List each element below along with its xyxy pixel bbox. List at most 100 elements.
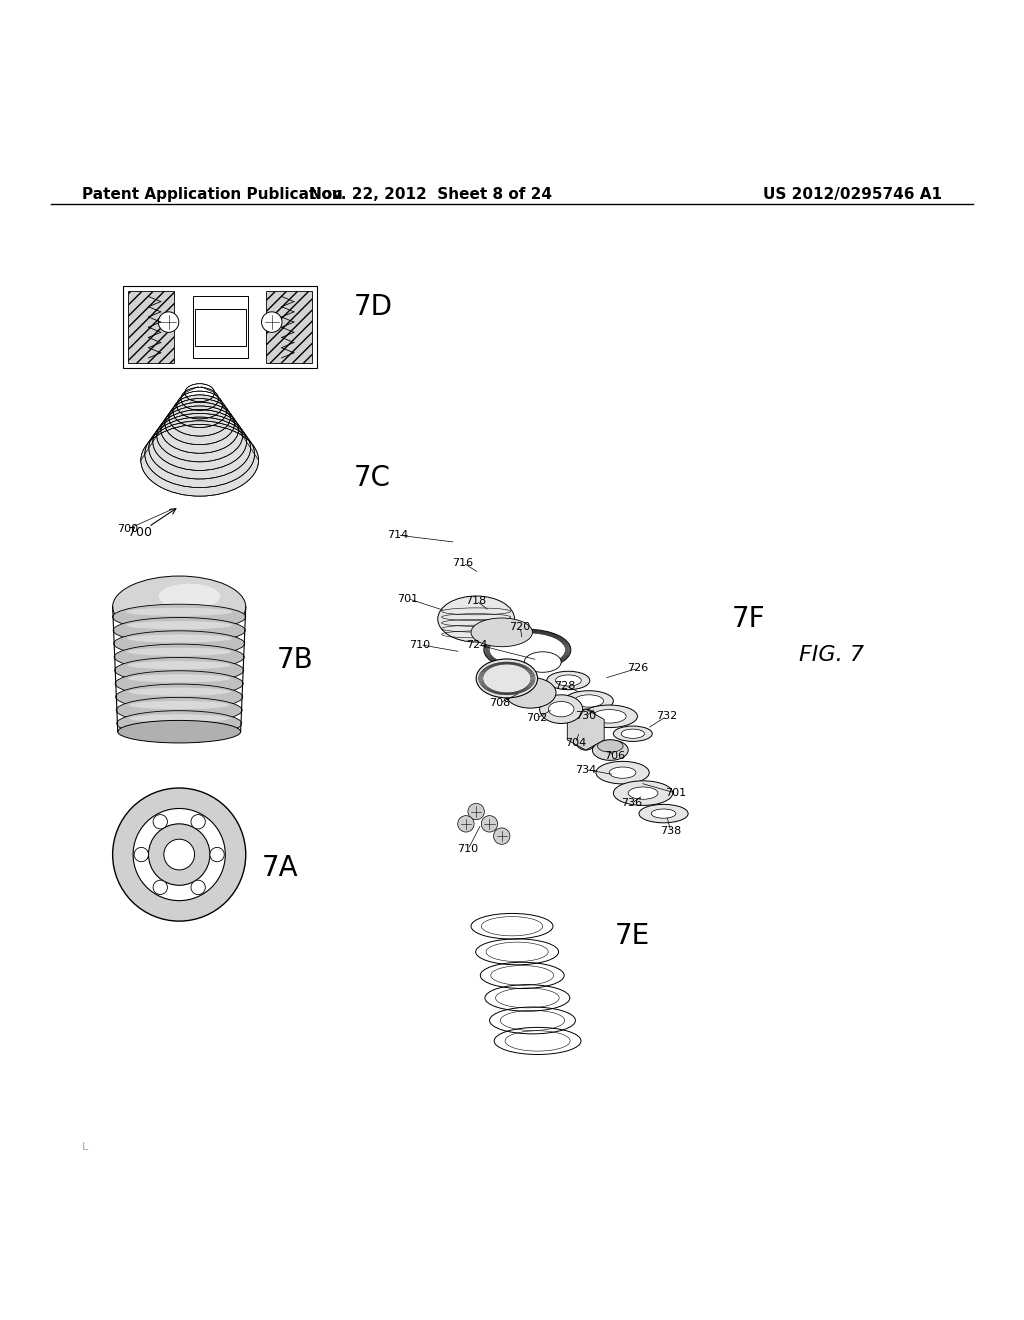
Ellipse shape (629, 787, 657, 800)
Ellipse shape (547, 672, 590, 689)
Text: 7A: 7A (262, 854, 299, 882)
Text: 724: 724 (467, 640, 487, 649)
Text: Nov. 22, 2012  Sheet 8 of 24: Nov. 22, 2012 Sheet 8 of 24 (308, 187, 552, 202)
Text: 704: 704 (565, 738, 586, 748)
Ellipse shape (598, 741, 623, 752)
Text: 7E: 7E (614, 923, 649, 950)
Text: 734: 734 (575, 764, 596, 775)
Text: 708: 708 (489, 698, 510, 708)
Text: 736: 736 (622, 799, 642, 808)
Ellipse shape (148, 417, 251, 479)
Circle shape (159, 312, 179, 333)
Ellipse shape (639, 804, 688, 822)
Bar (193, 297, 248, 358)
Text: 726: 726 (628, 663, 648, 673)
Ellipse shape (115, 657, 244, 682)
Circle shape (113, 788, 246, 921)
Text: 700: 700 (118, 524, 138, 533)
Ellipse shape (141, 425, 258, 496)
Ellipse shape (113, 618, 246, 643)
Text: 706: 706 (604, 751, 625, 762)
Circle shape (468, 804, 484, 820)
Ellipse shape (528, 653, 557, 671)
Text: 7B: 7B (276, 645, 313, 675)
Ellipse shape (129, 701, 229, 709)
Text: 7F: 7F (732, 605, 766, 634)
Ellipse shape (476, 659, 538, 698)
Ellipse shape (159, 583, 220, 610)
Ellipse shape (564, 690, 613, 711)
Text: 738: 738 (660, 826, 681, 836)
Ellipse shape (651, 809, 676, 818)
Circle shape (190, 880, 205, 895)
Ellipse shape (128, 661, 230, 669)
Circle shape (133, 808, 225, 900)
Circle shape (261, 312, 282, 333)
Circle shape (153, 880, 167, 895)
FancyBboxPatch shape (266, 292, 312, 363)
Text: 716: 716 (453, 558, 473, 568)
Circle shape (164, 840, 195, 870)
Ellipse shape (173, 395, 226, 428)
Ellipse shape (157, 409, 243, 462)
Ellipse shape (622, 729, 644, 738)
Ellipse shape (118, 721, 241, 743)
Ellipse shape (471, 618, 532, 647)
Text: 7D: 7D (353, 293, 392, 321)
Ellipse shape (114, 631, 245, 656)
Circle shape (458, 816, 474, 832)
Text: 728: 728 (555, 681, 575, 690)
Ellipse shape (549, 701, 573, 717)
Circle shape (210, 847, 224, 862)
Text: 710: 710 (458, 845, 478, 854)
Circle shape (148, 824, 210, 886)
Text: 714: 714 (387, 531, 408, 540)
Text: 730: 730 (575, 711, 596, 721)
Text: 710: 710 (410, 640, 430, 649)
Bar (195, 309, 246, 346)
Text: 702: 702 (526, 713, 547, 723)
Text: 732: 732 (656, 711, 677, 721)
Circle shape (481, 816, 498, 832)
Ellipse shape (127, 648, 231, 656)
Ellipse shape (613, 781, 673, 805)
Circle shape (134, 847, 148, 862)
Circle shape (494, 828, 510, 845)
Ellipse shape (438, 597, 515, 642)
Ellipse shape (505, 677, 556, 708)
Bar (123, 286, 317, 368)
Ellipse shape (126, 622, 232, 630)
Ellipse shape (128, 675, 230, 682)
Ellipse shape (116, 697, 242, 723)
Text: 720: 720 (510, 622, 530, 632)
Text: Patent Application Publication: Patent Application Publication (82, 187, 343, 202)
Ellipse shape (113, 605, 246, 630)
Ellipse shape (129, 714, 229, 722)
Ellipse shape (592, 710, 626, 723)
Ellipse shape (117, 710, 242, 737)
Ellipse shape (613, 726, 652, 742)
Ellipse shape (581, 705, 637, 727)
Ellipse shape (596, 762, 649, 784)
Text: 701: 701 (397, 594, 418, 603)
Text: 7C: 7C (353, 463, 390, 492)
Ellipse shape (128, 688, 230, 696)
Ellipse shape (609, 767, 636, 779)
Circle shape (190, 814, 205, 829)
Text: 718: 718 (466, 595, 486, 606)
Text: US 2012/0295746 A1: US 2012/0295746 A1 (763, 187, 942, 202)
Ellipse shape (116, 684, 243, 710)
Ellipse shape (540, 694, 583, 723)
Ellipse shape (115, 671, 244, 697)
Ellipse shape (114, 644, 244, 669)
Text: FIG. 7: FIG. 7 (799, 645, 863, 665)
Ellipse shape (574, 694, 603, 708)
Text: L: L (82, 1142, 88, 1151)
Text: 700: 700 (128, 525, 152, 539)
Ellipse shape (127, 635, 231, 643)
Ellipse shape (571, 709, 600, 750)
FancyBboxPatch shape (128, 292, 174, 363)
Polygon shape (567, 709, 604, 750)
Ellipse shape (165, 403, 234, 445)
Ellipse shape (113, 576, 246, 638)
